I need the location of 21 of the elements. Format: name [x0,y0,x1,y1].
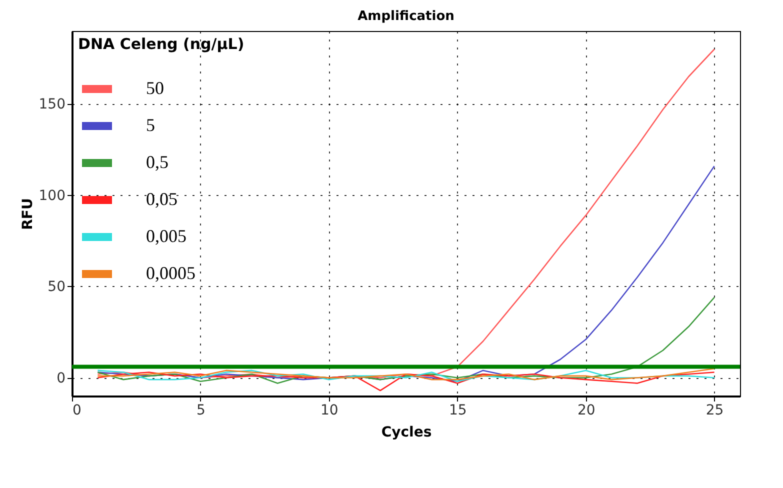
legend-title: DNA Celeng (ng/µL) [78,35,244,53]
x-tick-label: 20 [577,402,596,418]
legend-label: 0,5 [146,152,168,172]
y-tick-label: 50 [48,279,66,295]
legend-label: 0,005 [146,226,186,246]
legend-label: 5 [146,115,155,135]
legend-label: 0,0005 [146,263,196,283]
x-tick-label: 25 [706,402,724,418]
line-series [97,372,715,392]
y-tick-label: 100 [38,188,66,204]
legend-label: 50 [146,78,164,98]
y-tick-label: 0 [56,370,66,386]
x-tick-label: 0 [72,402,82,418]
x-tick-label: 10 [320,402,338,418]
x-tick-label: 5 [196,402,206,418]
x-axis-title: Cycles [381,424,432,440]
y-tick-label: 150 [38,96,66,112]
chart-title: Amplification [358,9,454,24]
legend-label: 0,05 [146,189,178,209]
x-tick-label: 15 [448,402,467,418]
y-axis-title: RFU [20,198,36,230]
